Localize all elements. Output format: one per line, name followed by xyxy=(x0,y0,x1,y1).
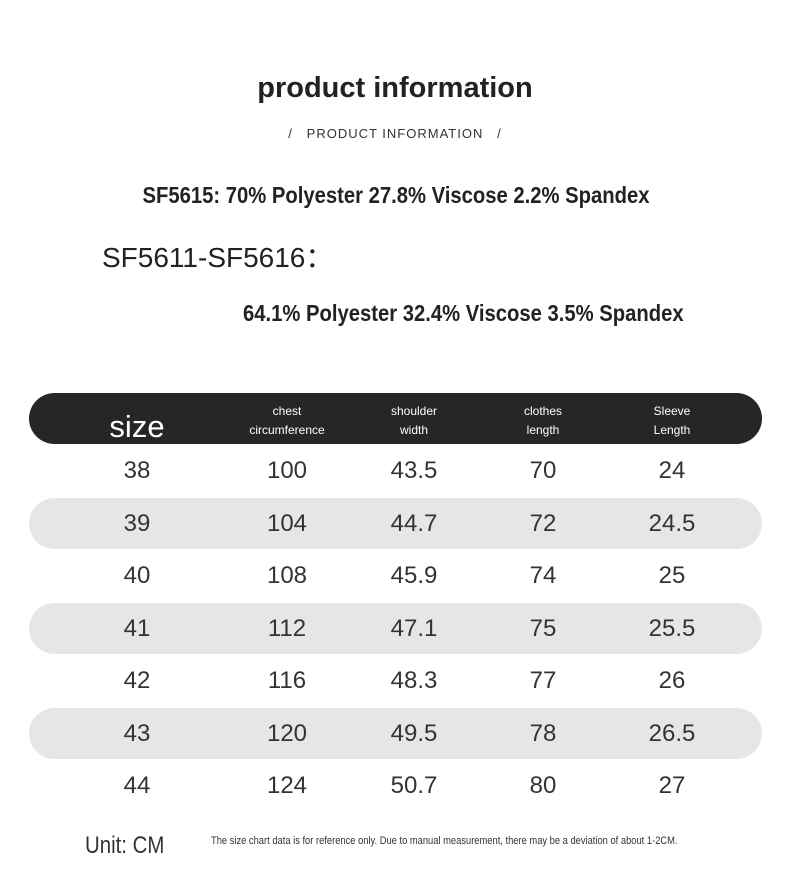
table-cell: 26 xyxy=(658,667,686,694)
table-cell: 120 xyxy=(266,719,308,747)
table-cell: 38 xyxy=(123,457,151,484)
table-cell: 49.5 xyxy=(390,719,438,747)
column-header: chest xyxy=(272,404,302,418)
table-cell: 43 xyxy=(123,719,151,747)
table-cell: 75 xyxy=(529,614,557,642)
row-stripe xyxy=(29,498,762,549)
table-cell: 25 xyxy=(658,562,686,589)
table-cell: 39 xyxy=(123,509,151,537)
column-header: length xyxy=(526,423,560,437)
column-header: width xyxy=(399,423,429,437)
table-cell: 50.7 xyxy=(390,772,438,799)
table-cell: 104 xyxy=(266,509,308,537)
column-header: Sleeve xyxy=(653,404,691,418)
table-cell: 70 xyxy=(529,457,557,484)
table-cell: 80 xyxy=(529,772,557,799)
table-cell: 78 xyxy=(529,719,557,747)
subtitle: / PRODUCT INFORMATION / xyxy=(288,126,502,141)
title: product information xyxy=(257,72,533,104)
table-cell: 47.1 xyxy=(390,614,438,642)
composition-line: SF5611-SF5616： xyxy=(102,242,334,273)
row-stripe xyxy=(29,708,762,759)
table-cell: 45.9 xyxy=(390,562,438,589)
composition-line: 64.1% Polyester 32.4% Viscose 3.5% Spand… xyxy=(243,300,684,326)
column-header: circumference xyxy=(249,423,325,437)
table-cell: 41 xyxy=(123,614,151,642)
table-cell: 100 xyxy=(266,457,308,484)
table-cell: 116 xyxy=(267,667,307,694)
table-cell: 24.5 xyxy=(648,509,696,537)
column-header: Length xyxy=(653,423,691,437)
table-cell: 26.5 xyxy=(648,719,696,747)
table-cell: 72 xyxy=(529,509,557,537)
table-cell: 25.5 xyxy=(648,614,696,642)
column-header: size xyxy=(109,409,165,444)
table-cell: 40 xyxy=(123,562,151,589)
row-stripe xyxy=(29,603,762,654)
table-cell: 44 xyxy=(123,772,151,799)
table-cell: 27 xyxy=(658,772,686,799)
column-header: shoulder xyxy=(390,404,438,418)
column-header: clothes xyxy=(523,404,563,418)
table-header xyxy=(29,393,762,444)
table-cell: 112 xyxy=(267,614,307,642)
composition-line: SF5615: 70% Polyester 27.8% Viscose 2.2%… xyxy=(142,182,650,208)
table-cell: 77 xyxy=(529,667,557,694)
table-cell: 124 xyxy=(266,772,308,799)
table-cell: 74 xyxy=(529,562,557,589)
table-cell: 108 xyxy=(266,562,308,589)
unit: Unit: CM xyxy=(85,832,165,859)
table-cell: 48.3 xyxy=(390,667,438,694)
note: The size chart data is for reference onl… xyxy=(211,835,678,847)
table-cell: 42 xyxy=(123,667,151,694)
table-cell: 44.7 xyxy=(390,509,438,537)
table-cell: 24 xyxy=(658,457,686,484)
table-cell: 43.5 xyxy=(390,457,438,484)
